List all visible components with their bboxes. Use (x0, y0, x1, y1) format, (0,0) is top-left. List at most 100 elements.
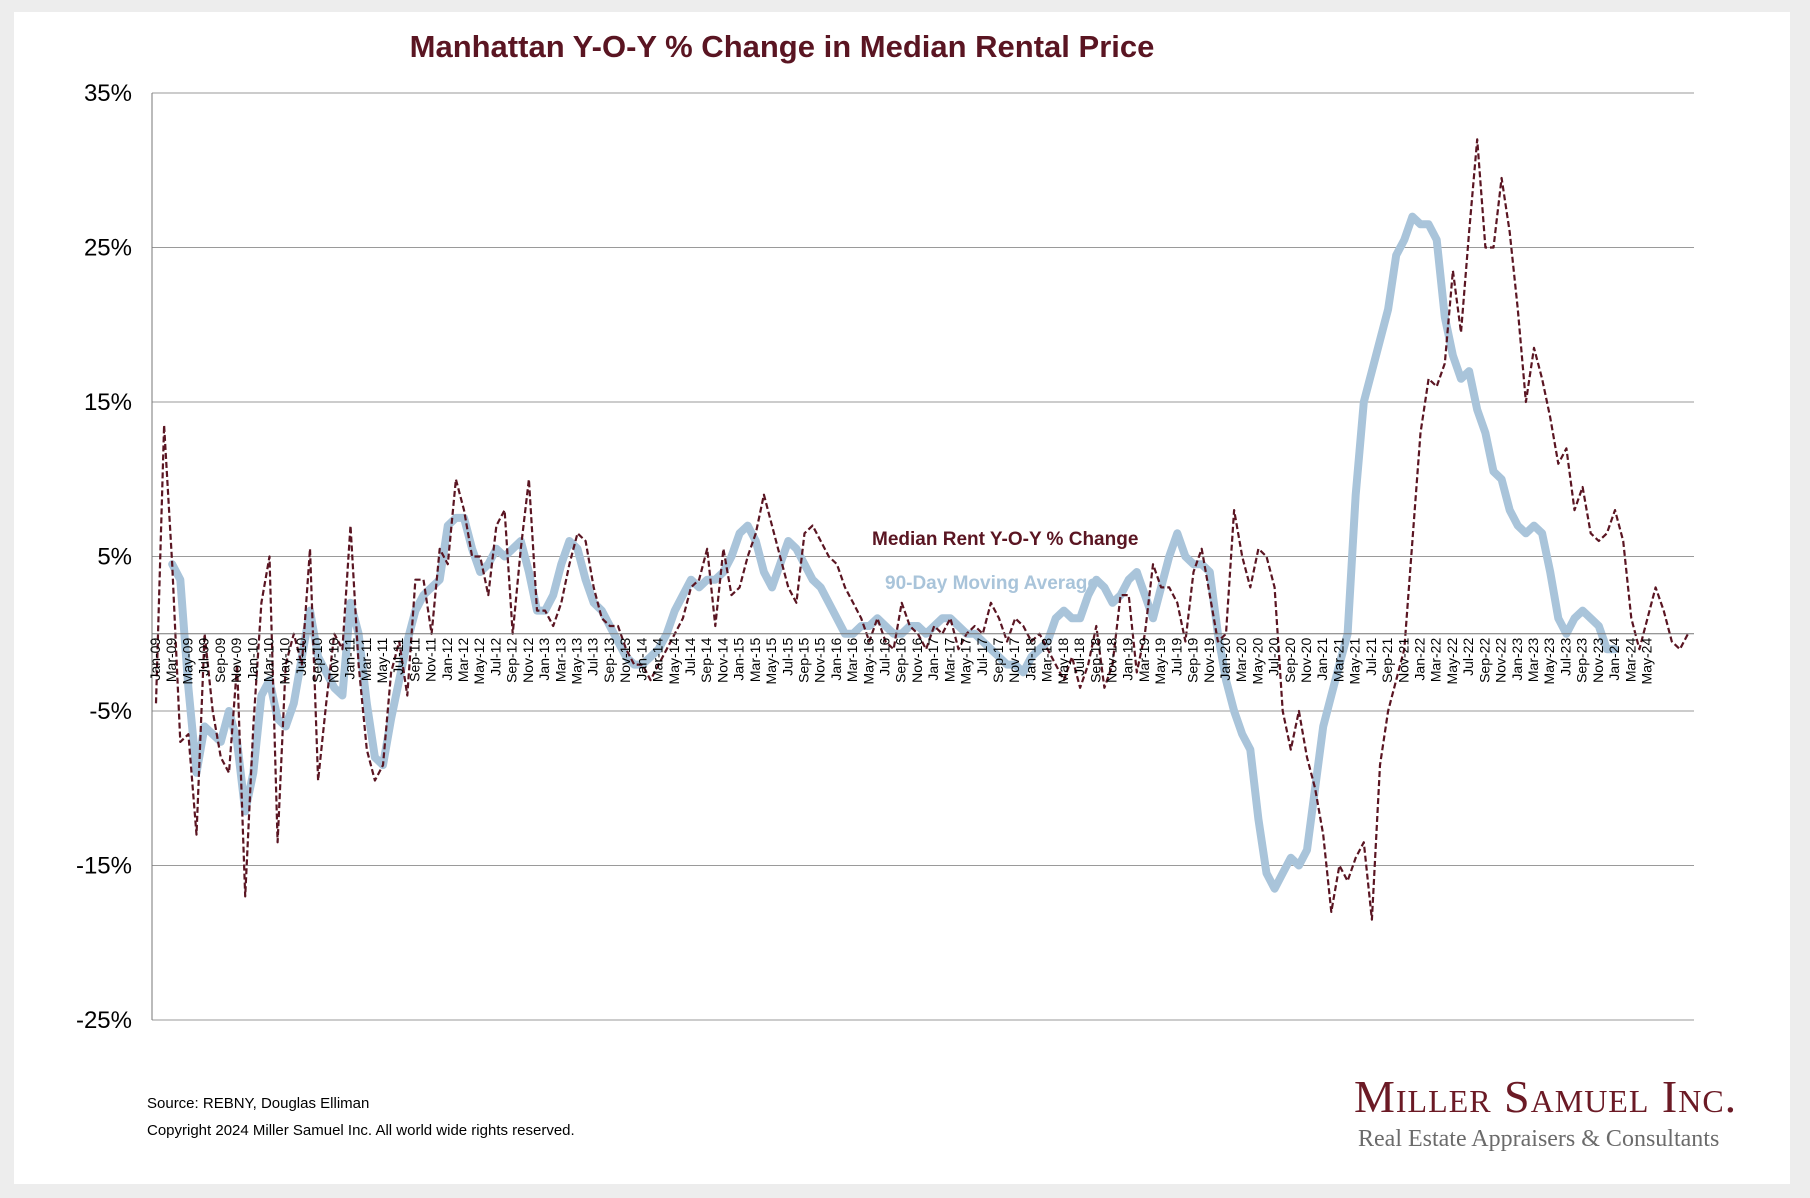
x-tick-label: May-19 (1152, 638, 1168, 685)
y-axis: 35% 25% 15% 5% -5% -15% -25% (76, 80, 153, 1034)
x-tick-label: Nov-17 (1006, 638, 1022, 683)
x-tick-label: Sep-11 (406, 638, 422, 682)
x-tick-label: Nov-16 (909, 638, 925, 683)
x-tick-label: Sep-13 (601, 638, 617, 683)
x-tick-label: May-24 (1638, 638, 1654, 685)
chart-panel: Manhattan Y-O-Y % Change in Median Renta… (14, 12, 1790, 1184)
x-tick-label: Jul-20 (1266, 638, 1282, 676)
y-tick-label: 25% (84, 235, 132, 262)
x-tick-label: Jul-11 (390, 638, 406, 675)
x-tick-label: Jul-10 (293, 638, 309, 676)
x-tick-label: Sep-10 (309, 638, 325, 683)
x-tick-label: Nov-22 (1493, 638, 1509, 683)
x-tick-label: Sep-21 (1379, 638, 1395, 683)
x-tick-label: Jan-18 (1022, 638, 1038, 681)
x-tick-label: Jul-14 (682, 638, 698, 676)
y-tick-label: -15% (76, 853, 132, 880)
x-tick-label: Jan-09 (147, 638, 163, 681)
y-tick-label: 35% (84, 80, 132, 107)
x-tick-label: Jul-15 (779, 638, 795, 676)
x-tick-label: Jul-13 (585, 638, 601, 676)
x-tick-label: Mar-13 (552, 638, 568, 683)
x-tick-label: May-21 (1347, 638, 1363, 685)
chart: Manhattan Y-O-Y % Change in Median Renta… (76, 29, 1694, 1034)
x-tick-label: Jan-20 (1217, 638, 1233, 681)
x-tick-label: Jan-11 (342, 638, 358, 680)
x-tick-label: Nov-19 (1201, 638, 1217, 683)
x-tick-label: Jan-21 (1314, 638, 1330, 681)
chart-title: Manhattan Y-O-Y % Change in Median Renta… (410, 29, 1155, 64)
x-tick-label: Nov-11 (423, 638, 439, 682)
x-tick-label: Jul-16 (877, 638, 893, 676)
x-tick-label: Jul-12 (487, 638, 503, 676)
y-tick-label: 5% (97, 544, 132, 571)
x-tick-label: May-10 (277, 638, 293, 685)
x-tick-label: Jan-10 (244, 638, 260, 681)
x-tick-label: Jul-22 (1460, 638, 1476, 676)
x-tick-label: Sep-09 (212, 638, 228, 683)
x-tick-label: Mar-18 (1039, 638, 1055, 683)
x-tick-label: Jan-17 (925, 638, 941, 681)
x-tick-label: Sep-20 (1282, 638, 1298, 683)
x-tick-label: Mar-20 (1233, 638, 1249, 683)
x-tick-label: Jan-12 (439, 638, 455, 681)
x-tick-label: Jan-16 (828, 638, 844, 681)
x-tick-label: Nov-23 (1590, 638, 1606, 683)
x-tick-label: Mar-24 (1622, 638, 1638, 683)
x-tick-label: May-13 (569, 638, 585, 685)
series-median-rent-line (154, 138, 1689, 921)
x-tick-label: Mar-11 (358, 638, 374, 682)
x-tick-label: Sep-15 (795, 638, 811, 683)
x-tick-label: May-23 (1541, 638, 1557, 685)
logo-name: Miller Samuel Inc. (1354, 1071, 1738, 1122)
x-tick-label: May-16 (860, 638, 876, 685)
x-tick-label: Nov-18 (1103, 638, 1119, 683)
x-tick-label: Nov-20 (1298, 638, 1314, 683)
x-tick-label: Jan-23 (1509, 638, 1525, 681)
x-tick-label: Jul-09 (196, 638, 212, 676)
x-tick-label: Mar-19 (1136, 638, 1152, 683)
copyright-note: Copyright 2024 Miller Samuel Inc. All wo… (147, 1122, 575, 1139)
x-tick-label: Jan-13 (536, 638, 552, 681)
x-tick-label: Nov-15 (812, 638, 828, 683)
x-tick-label: Sep-19 (1185, 638, 1201, 683)
x-tick-label: Mar-16 (844, 638, 860, 683)
x-tick-label: Sep-12 (504, 638, 520, 683)
x-tick-label: May-09 (179, 638, 195, 685)
x-tick-label: May-15 (763, 638, 779, 685)
x-tick-label: Nov-13 (617, 638, 633, 683)
x-tick-label: Mar-14 (650, 638, 666, 683)
x-tick-label: Nov-12 (520, 638, 536, 683)
source-note: Source: REBNY, Douglas Elliman (147, 1095, 370, 1112)
x-tick-label: Nov-09 (228, 638, 244, 683)
x-tick-label: Sep-22 (1476, 638, 1492, 683)
x-tick-label: May-18 (1055, 638, 1071, 685)
x-tick-label: May-14 (666, 638, 682, 685)
x-tick-label: May-20 (1249, 638, 1265, 685)
x-tick-label: Mar-22 (1428, 638, 1444, 683)
x-tick-label: Jan-14 (633, 638, 649, 681)
x-tick-label: May-22 (1444, 638, 1460, 685)
x-tick-label: Mar-15 (747, 638, 763, 683)
x-tick-label: Sep-14 (698, 638, 714, 683)
logo-tagline: Real Estate Appraisers & Consultants (1358, 1126, 1720, 1152)
x-tick-label: Sep-18 (1087, 638, 1103, 683)
grid-lines (152, 92, 1694, 1021)
x-tick-label: Mar-09 (163, 638, 179, 683)
x-tick-label: Jan-24 (1606, 638, 1622, 681)
x-tick-label: May-12 (471, 638, 487, 685)
x-tick-label: Sep-23 (1574, 638, 1590, 683)
x-tick-label: Mar-10 (260, 638, 276, 683)
x-tick-label: Jul-17 (974, 638, 990, 676)
x-tick-label: May-11 (374, 638, 390, 684)
y-tick-label: -25% (76, 1007, 132, 1034)
y-tick-label: -5% (89, 698, 132, 725)
company-logo: Miller Samuel Inc. Real Estate Appraiser… (1354, 1071, 1738, 1153)
x-tick-label: Jul-19 (1168, 638, 1184, 676)
x-tick-label: Mar-23 (1525, 638, 1541, 683)
x-tick-label: Nov-10 (325, 638, 341, 683)
legend-median-rent: Median Rent Y-O-Y % Change (872, 529, 1138, 550)
x-tick-label: Jan-22 (1412, 638, 1428, 681)
x-tick-label: Jul-21 (1363, 638, 1379, 676)
x-tick-label: Mar-21 (1330, 638, 1346, 683)
